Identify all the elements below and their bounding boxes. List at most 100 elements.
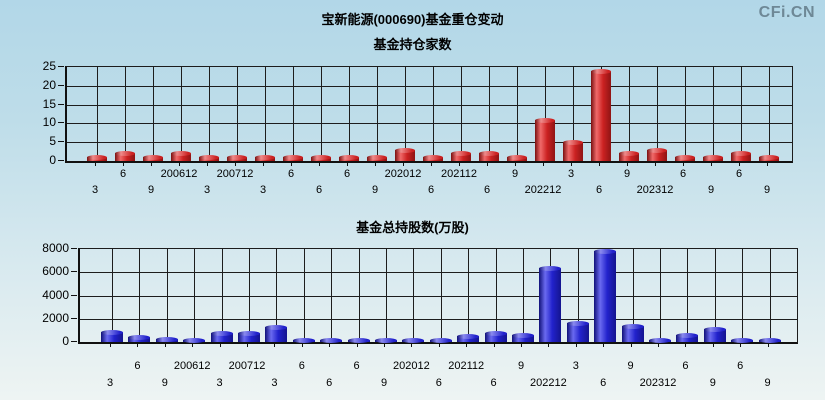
bar-6 [429, 338, 452, 343]
vertical-gridline [276, 249, 278, 342]
bar-3 [101, 329, 123, 342]
bar-202212 [535, 117, 555, 161]
vertical-gridline [629, 67, 630, 161]
y-axis-tick-mark [58, 141, 64, 143]
x-axis-tick-mark [767, 162, 768, 166]
x-axis-tick-label: 200712 [228, 360, 266, 372]
horizontal-gridline [67, 123, 792, 125]
y-axis-tick-label: 25 [42, 59, 56, 73]
x-axis-tick-label: 9 [380, 377, 388, 389]
x-axis-tick-label: 6 [427, 184, 435, 196]
x-axis-tick-label: 6 [595, 184, 603, 196]
y-axis-tick-label: 5 [49, 134, 56, 149]
x-axis-tick-mark [411, 343, 413, 347]
x-axis-tick-mark [95, 162, 96, 166]
bar-6 [484, 330, 507, 342]
y-axis-tick-mark [71, 317, 77, 319]
x-axis-tick-label: 6 [737, 360, 744, 372]
vertical-gridline [194, 249, 196, 342]
vertical-gridline [97, 67, 98, 161]
x-axis-tick-mark [431, 162, 432, 166]
vertical-gridline [495, 249, 497, 342]
vertical-gridline [221, 249, 223, 342]
vertical-gridline [331, 249, 333, 342]
bar-9 [619, 151, 639, 161]
x-axis-tick-mark [247, 343, 248, 347]
y-axis-tick-mark [71, 248, 77, 249]
horizontal-gridline [80, 295, 797, 297]
cfi-cn-logo: CFi.CN [758, 4, 815, 21]
y-axis-tick-mark [58, 66, 64, 67]
x-axis-tick-label: 3 [216, 377, 223, 389]
x-axis-tick-label: 3 [259, 184, 267, 196]
x-axis-tick-mark [207, 162, 208, 166]
y-axis-tick-mark [71, 341, 77, 342]
bar-top-cap [339, 155, 359, 161]
x-axis-tick-label: 6 [490, 377, 497, 389]
bar-top-cap [320, 338, 343, 343]
vertical-gridline [742, 249, 744, 342]
x-axis-tick-label: 6 [600, 377, 607, 389]
bar-top-cap [451, 151, 471, 157]
bar-202212 [539, 265, 562, 342]
x-axis-tick-mark [466, 343, 468, 347]
x-axis-tick-label: 6 [679, 168, 687, 180]
vertical-gridline [687, 249, 689, 342]
bar-top-cap [402, 338, 425, 343]
bar-top-cap [759, 155, 779, 161]
vertical-gridline [293, 67, 294, 161]
y-axis-tick-mark [58, 103, 64, 105]
x-axis-tick-mark [151, 162, 152, 166]
bar-6 [594, 249, 617, 342]
bar-top-cap [731, 338, 754, 343]
bar-3 [563, 140, 583, 161]
bar-top-cap [676, 333, 699, 339]
bar-top-cap [619, 151, 639, 157]
x-axis-tick-label: 6 [735, 168, 743, 180]
x-axis-tick-label: 9 [623, 168, 631, 180]
bar-6 [283, 155, 303, 161]
bar-6 [479, 151, 499, 161]
x-axis-tick-mark [319, 162, 320, 166]
vertical-gridline [769, 67, 770, 161]
x-axis-tick-mark [375, 162, 376, 166]
x-axis-tick-mark [123, 162, 124, 166]
x-axis-tick-mark [263, 162, 264, 166]
x-axis-tick-mark [137, 343, 139, 347]
vertical-gridline [153, 67, 154, 161]
x-axis-tick-label: 3 [271, 377, 278, 389]
vertical-gridline [517, 67, 518, 161]
bar-top-cap [535, 117, 555, 123]
x-axis-tick-label: 6 [343, 168, 351, 180]
bar-200612 [171, 151, 191, 161]
vertical-gridline [461, 67, 462, 161]
x-axis-tick-mark [712, 343, 714, 347]
vertical-gridline [440, 249, 442, 342]
fund-holder-count-plot-area [65, 66, 793, 163]
bar-top-cap [731, 151, 751, 157]
bar-top-cap [255, 155, 275, 161]
bar-top-cap [594, 249, 617, 255]
vertical-gridline [468, 249, 470, 342]
x-axis-tick-label: 6 [119, 168, 127, 180]
x-axis-tick-mark [164, 343, 166, 347]
bar-top-cap [703, 155, 723, 161]
bar-top-cap [128, 334, 151, 340]
x-axis-tick-mark [575, 343, 577, 347]
bar-9 [155, 337, 178, 343]
bar-top-cap [566, 321, 589, 327]
x-axis-tick-mark [347, 162, 348, 166]
y-axis-tick-mark [58, 160, 64, 161]
x-axis-tick-mark [683, 162, 684, 166]
bar-202312 [647, 147, 667, 161]
y-axis-tick-mark [71, 294, 77, 296]
bar-top-cap [143, 155, 163, 161]
y-axis-tick-label: 0 [49, 153, 56, 167]
bar-top-cap [484, 330, 507, 336]
x-axis-tick-mark [685, 343, 687, 347]
bar-top-cap [395, 147, 415, 153]
bar-3 [255, 155, 275, 161]
vertical-gridline [139, 249, 141, 342]
bar-9 [758, 338, 781, 343]
x-axis-tick-label: 6 [353, 360, 360, 372]
